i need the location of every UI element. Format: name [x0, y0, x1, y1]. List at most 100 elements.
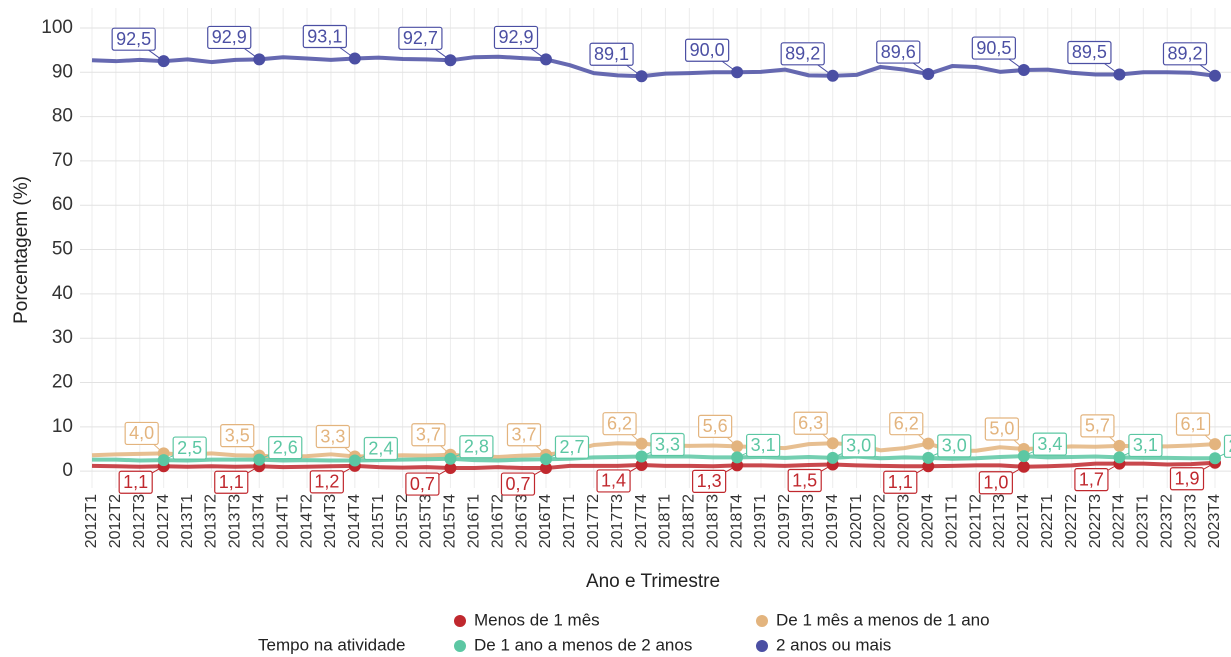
data-label-box — [889, 412, 924, 436]
data-label-box — [685, 38, 730, 62]
data-label-box — [302, 24, 347, 49]
data-label: 3,3 — [655, 434, 680, 454]
data-label-box — [214, 470, 249, 494]
data-label: 89,2 — [1167, 44, 1202, 64]
data-label-group: 3,5 — [220, 424, 255, 448]
data-label-box — [220, 424, 255, 448]
data-label-group: 6,3 — [793, 411, 828, 435]
data-label-box — [937, 434, 972, 458]
data-label: 90,5 — [976, 38, 1011, 58]
x-tick-label: 2019T4 — [824, 494, 841, 548]
data-label-box — [1169, 467, 1205, 491]
data-label: 93,1 — [307, 26, 342, 46]
data-label-box — [650, 432, 685, 457]
x-tick-label: 2020T3 — [896, 494, 913, 548]
x-tick-label: 2023T1 — [1135, 494, 1152, 548]
x-tick-label: 2017T1 — [561, 494, 578, 548]
data-label-box — [596, 469, 631, 493]
x-tick-label: 2018T1 — [657, 494, 674, 548]
data-label-box — [978, 471, 1013, 495]
legend-marker — [454, 615, 466, 627]
data-label-group: 3,1 — [1128, 433, 1163, 458]
data-label-box — [315, 424, 350, 449]
y-tick-label: 70 — [52, 150, 73, 171]
x-tick-label: 2014T1 — [274, 494, 291, 548]
data-label-box — [506, 423, 542, 447]
x-tick-label: 2014T3 — [322, 494, 339, 548]
data-label-group: 3,3 — [315, 424, 350, 449]
data-label-group: 89,2 — [1162, 42, 1208, 66]
data-label: 2,9 — [1228, 436, 1231, 456]
data-label-box — [1223, 434, 1231, 458]
x-tick-label: 2012T1 — [83, 494, 100, 548]
x-tick-label: 2017T3 — [609, 494, 626, 548]
x-tick-label: 2016T3 — [513, 494, 530, 548]
data-label-box — [787, 468, 822, 493]
data-label-group: 1,2 — [309, 470, 344, 494]
x-tick-label: 2012T4 — [155, 494, 172, 548]
data-label-group: 2,7 — [554, 435, 590, 459]
data-label-box — [1128, 433, 1163, 458]
x-tick-label: 2022T3 — [1087, 494, 1104, 548]
x-tick-label: 2020T1 — [848, 494, 865, 548]
data-label: 1,1 — [123, 472, 148, 492]
x-tick-label: 2023T2 — [1158, 494, 1175, 548]
data-label-group: 3,0 — [937, 434, 972, 458]
x-tick-label: 2015T1 — [370, 494, 387, 548]
x-tick-label: 2014T2 — [298, 494, 315, 548]
data-label-group: 6,2 — [602, 412, 637, 436]
data-label-group: 1,9 — [1169, 467, 1205, 491]
data-label-group: 5,0 — [984, 417, 1019, 441]
y-tick-label: 0 — [62, 460, 73, 481]
x-tick-label: 2013T3 — [227, 494, 244, 548]
data-label-group: 2,8 — [459, 435, 494, 459]
data-label: 2,4 — [368, 438, 393, 458]
data-label: 89,1 — [594, 44, 629, 64]
data-label-box — [268, 436, 303, 460]
data-label-group: 90,0 — [685, 38, 730, 62]
data-label-box — [172, 436, 207, 460]
x-tick-label: 2013T1 — [179, 494, 196, 548]
x-tick-label: 2018T3 — [704, 494, 721, 548]
data-label-box — [493, 25, 539, 50]
data-label: 3,5 — [225, 425, 250, 445]
y-tick-label: 80 — [52, 106, 73, 127]
data-label-group: 0,7 — [500, 472, 536, 496]
data-label: 1,1 — [219, 472, 244, 492]
legend-label: 2 anos ou mais — [776, 635, 891, 654]
data-label-box — [309, 470, 344, 494]
data-label-group: 92,9 — [493, 25, 539, 50]
data-label-box — [500, 472, 536, 496]
data-label: 89,6 — [881, 42, 916, 62]
x-tick-label: 2019T1 — [752, 494, 769, 548]
legend-marker — [756, 640, 768, 652]
legend-label: De 1 mês a menos de 1 ano — [776, 610, 990, 629]
data-label: 1,3 — [697, 471, 722, 491]
x-tick-label: 2013T4 — [250, 494, 267, 548]
data-label: 90,0 — [690, 40, 725, 60]
x-axis-title: Ano e Trimestre — [586, 571, 720, 592]
x-tick-label: 2022T2 — [1063, 494, 1080, 548]
data-label-box — [746, 433, 781, 458]
data-label-group: 1,1 — [883, 470, 918, 494]
y-axis-title: Porcentagem (%) — [11, 176, 32, 324]
data-label: 89,5 — [1072, 42, 1107, 62]
data-label-group: 89,5 — [1067, 40, 1112, 65]
data-label-group: 93,1 — [302, 24, 347, 49]
x-tick-label: 2018T4 — [728, 494, 745, 548]
legend-label: Menos de 1 mês — [474, 610, 600, 629]
data-label-group: 1,7 — [1074, 468, 1109, 492]
data-label-box — [405, 472, 440, 496]
data-label-group: 89,6 — [876, 40, 921, 64]
y-tick-label: 50 — [52, 239, 73, 260]
data-label-box — [602, 412, 637, 436]
data-label: 1,5 — [792, 470, 817, 490]
x-tick-label: 2016T2 — [489, 494, 506, 548]
data-label-box — [841, 434, 876, 458]
x-tick-label: 2016T4 — [537, 494, 554, 548]
x-tick-label: 2021T2 — [967, 494, 984, 548]
y-tick-label: 40 — [52, 283, 73, 304]
data-label: 2,7 — [559, 437, 584, 457]
legend-title: Tempo na atividade — [258, 635, 405, 654]
